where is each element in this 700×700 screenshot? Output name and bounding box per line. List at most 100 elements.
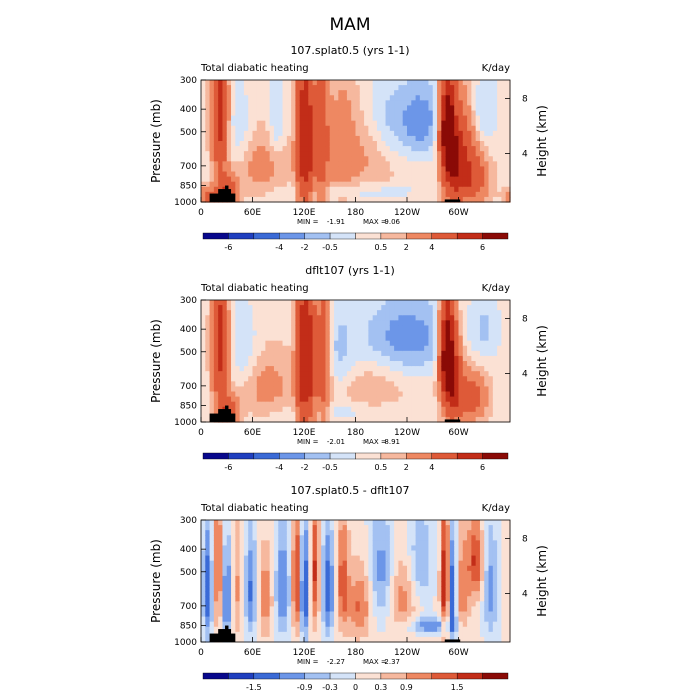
heatmap-cell bbox=[239, 550, 245, 557]
heatmap-cell bbox=[432, 386, 438, 393]
heatmap-cell bbox=[308, 626, 314, 633]
heatmap-cell bbox=[389, 196, 395, 203]
heatmap-cell bbox=[201, 520, 206, 526]
heatmap-cell bbox=[381, 100, 387, 107]
heatmap-cell bbox=[209, 156, 215, 162]
heatmap-cell bbox=[269, 146, 275, 152]
heatmap-cell bbox=[441, 95, 447, 101]
heatmap-cell bbox=[372, 300, 378, 306]
heatmap-cell bbox=[355, 80, 361, 86]
heatmap-cell bbox=[471, 361, 477, 367]
heatmap-cell bbox=[209, 305, 215, 311]
heatmap-cell bbox=[402, 606, 408, 613]
heatmap-cell bbox=[334, 386, 339, 393]
heatmap-cell bbox=[329, 525, 335, 531]
heatmap-cell bbox=[338, 110, 344, 117]
heatmap-cell bbox=[385, 631, 391, 638]
heatmap-cell bbox=[385, 626, 391, 633]
heatmap-cell bbox=[368, 305, 374, 311]
heatmap-cell bbox=[492, 196, 498, 203]
heatmap-cell bbox=[462, 386, 468, 393]
heatmap-cell bbox=[402, 110, 408, 117]
heatmap-cell bbox=[497, 196, 503, 203]
heatmap-cell bbox=[424, 381, 430, 388]
heatmap-cell bbox=[201, 181, 206, 188]
heatmap-cell bbox=[479, 156, 485, 162]
heatmap-cell bbox=[325, 555, 331, 562]
heatmap-cell bbox=[325, 381, 331, 388]
heatmap-cell bbox=[372, 130, 378, 137]
heatmap-cell bbox=[355, 411, 361, 418]
heatmap-cell bbox=[226, 371, 232, 377]
heatmap-cell bbox=[231, 156, 236, 162]
heatmap-cell bbox=[312, 586, 318, 592]
heatmap-cell bbox=[441, 335, 447, 342]
heatmap-cell bbox=[419, 406, 425, 413]
heatmap-cell bbox=[479, 305, 485, 311]
heatmap-cell bbox=[505, 325, 511, 332]
heatmap-cell bbox=[312, 376, 318, 382]
heatmap-cell bbox=[467, 416, 472, 423]
heatmap-cell bbox=[299, 120, 305, 127]
heatmap-cell bbox=[286, 105, 292, 112]
heatmap-cell bbox=[205, 540, 211, 547]
heatmap-cell bbox=[467, 115, 472, 122]
heatmap-cell bbox=[492, 371, 498, 377]
heatmap-cell bbox=[462, 171, 468, 178]
heatmap-cell bbox=[419, 146, 425, 152]
heatmap-cell bbox=[286, 525, 292, 531]
heatmap-cell bbox=[226, 611, 232, 618]
heatmap-cell bbox=[338, 525, 344, 531]
heatmap-cell bbox=[235, 361, 241, 367]
y-tick-label: 500 bbox=[180, 128, 197, 138]
heatmap-cell bbox=[299, 325, 305, 332]
heatmap-cell bbox=[252, 95, 258, 101]
heatmap-cell bbox=[316, 621, 322, 628]
heatmap-cell bbox=[419, 85, 425, 91]
heatmap-cell bbox=[346, 626, 352, 633]
heatmap-cell bbox=[291, 80, 297, 86]
heatmap-cell bbox=[231, 381, 236, 388]
heatmap-cell bbox=[364, 355, 369, 362]
heatmap-cell bbox=[325, 305, 331, 311]
heatmap-cell bbox=[454, 401, 460, 408]
heatmap-cell bbox=[488, 85, 494, 91]
heatmap-cell bbox=[376, 80, 382, 86]
heatmap-cell bbox=[295, 550, 301, 557]
x-tick-label: 0 bbox=[198, 208, 204, 218]
heatmap-cell bbox=[201, 581, 206, 587]
heatmap-cell bbox=[359, 90, 365, 96]
heatmap-cell bbox=[411, 191, 417, 198]
heatmap-cell bbox=[248, 371, 254, 377]
heatmap-cell bbox=[376, 120, 382, 127]
heatmap-cell bbox=[231, 581, 236, 587]
heatmap-cell bbox=[273, 355, 279, 362]
heatmap-cell bbox=[265, 335, 271, 342]
heatmap-cell bbox=[424, 176, 430, 183]
heatmap-cell bbox=[411, 100, 417, 107]
heatmap-cell bbox=[488, 391, 494, 398]
heatmap-cell bbox=[261, 401, 266, 408]
heatmap-cell bbox=[398, 396, 404, 403]
heatmap-cell bbox=[364, 555, 369, 562]
heatmap-cell bbox=[467, 391, 472, 398]
heatmap-cell bbox=[226, 535, 232, 541]
heatmap-cell bbox=[398, 196, 404, 203]
heatmap-cell bbox=[252, 325, 258, 332]
heatmap-cell bbox=[501, 376, 507, 382]
heatmap-cell bbox=[398, 300, 404, 306]
heatmap-cell bbox=[359, 340, 365, 347]
heatmap-cell bbox=[308, 161, 314, 168]
heatmap-cell bbox=[338, 411, 344, 418]
heatmap-cell bbox=[462, 411, 468, 418]
heatmap-cell bbox=[201, 606, 206, 613]
heatmap-cell bbox=[398, 110, 404, 117]
heatmap-cell bbox=[304, 186, 309, 193]
heatmap-cell bbox=[497, 361, 503, 367]
heatmap-cell bbox=[273, 335, 279, 342]
heatmap-cell bbox=[346, 196, 352, 203]
heatmap-cell bbox=[376, 340, 382, 347]
heatmap-cell bbox=[479, 151, 485, 157]
heatmap-cell bbox=[205, 141, 211, 147]
heatmap-cell bbox=[458, 191, 464, 198]
